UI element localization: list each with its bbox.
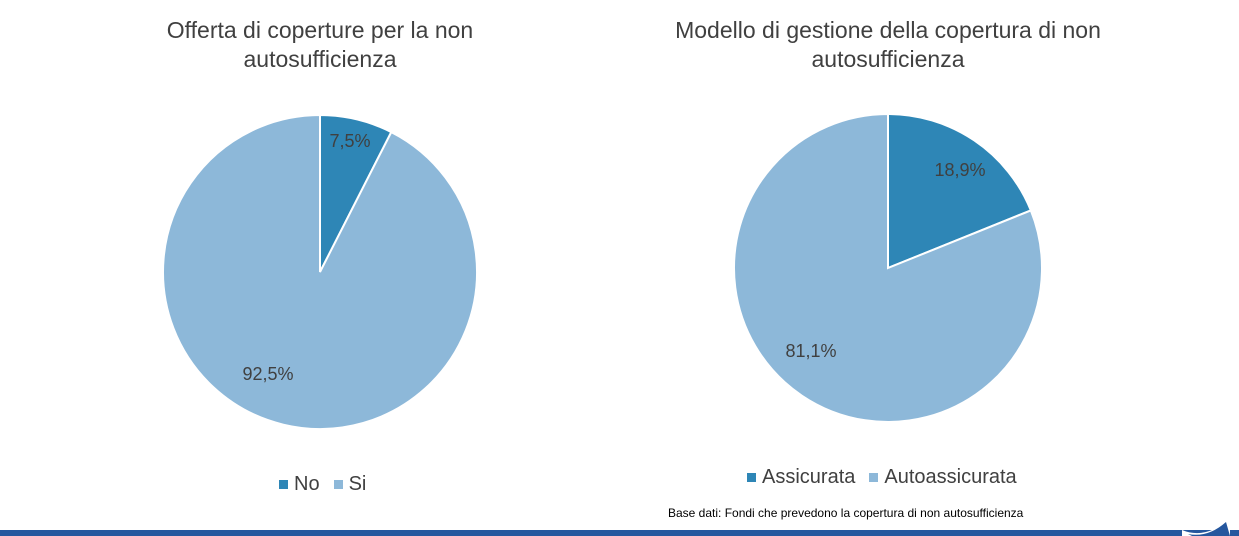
legend-label-assicurata: Assicurata xyxy=(762,466,856,488)
corner-decoration xyxy=(1182,518,1230,536)
legend-swatch-assicurata xyxy=(747,473,756,482)
legend-swatch-no xyxy=(279,480,288,489)
data-label-no: 7,5% xyxy=(329,131,370,151)
pie-slice-assicurata xyxy=(887,112,1033,270)
bottom-band xyxy=(0,530,1239,536)
legend-label-autoassicurata: Autoassicurata xyxy=(884,466,1017,488)
legend-item-autoassicurata: Autoassicurata xyxy=(869,466,1017,489)
pie-chart-offerta: 7,5% 92,5% xyxy=(162,113,478,430)
pie-slice-si xyxy=(162,113,478,430)
legend-swatch-autoassicurata xyxy=(869,473,879,482)
chart-title-modello: Modello di gestione della copertura di n… xyxy=(675,17,1101,72)
legend-item-assicurata: Assicurata xyxy=(747,466,855,489)
legend-item-no: No xyxy=(279,473,320,496)
footnote: Base dati: Fondi che prevedono la copert… xyxy=(668,506,1024,520)
legend-offerta: No Si xyxy=(279,473,380,496)
legend-swatch-si xyxy=(333,480,343,489)
data-label-assicurata: 18,9% xyxy=(934,160,985,180)
legend-item-si: Si xyxy=(333,473,367,496)
legend-label-no: No xyxy=(294,473,320,495)
pie-chart-modello: 18,9% 81,1% xyxy=(733,112,1043,423)
pie-slice-autoassicurata xyxy=(733,112,1043,423)
data-label-autoassicurata: 81,1% xyxy=(785,341,836,361)
chart-title-offerta: Offerta di coperture per la non autosuff… xyxy=(166,17,474,72)
data-label-si: 92,5% xyxy=(242,364,293,384)
legend-modello: Assicurata Autoassicurata xyxy=(747,466,1031,489)
legend-label-si: Si xyxy=(348,473,367,495)
